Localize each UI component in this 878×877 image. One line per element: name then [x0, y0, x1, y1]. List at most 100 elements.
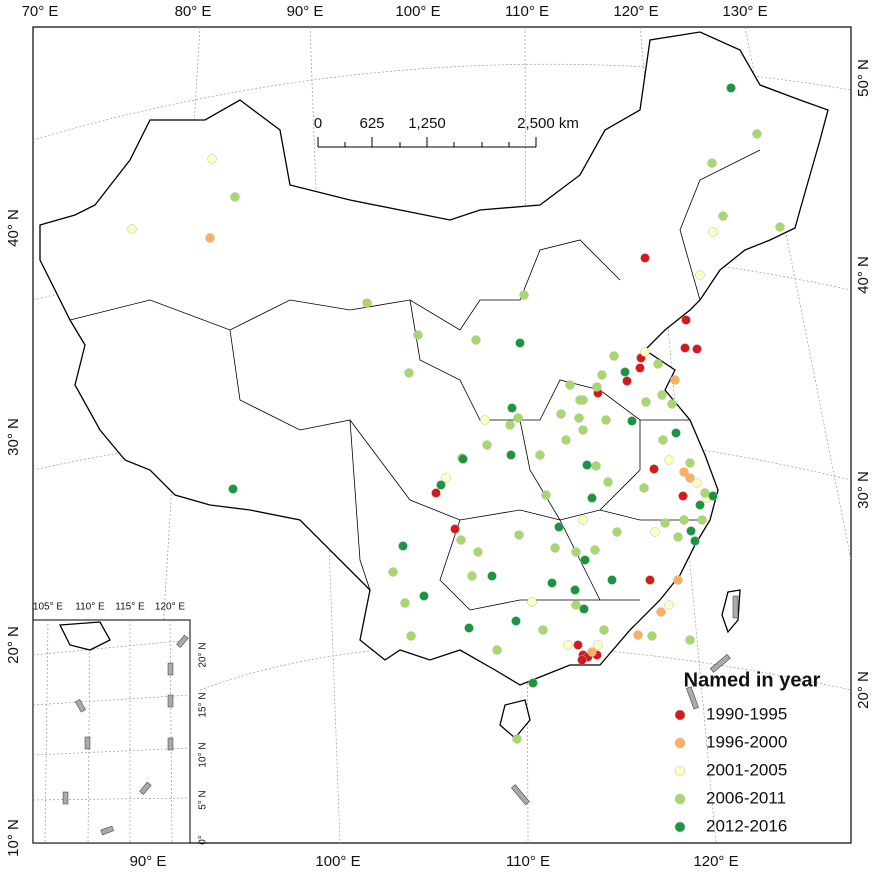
top-lon-label: 90° E: [287, 3, 324, 20]
inset-lat-label: 5° N: [198, 790, 209, 810]
site-point: [695, 500, 705, 510]
site-point: [467, 571, 477, 581]
site-point: [685, 635, 695, 645]
site-point: [404, 368, 414, 378]
hainan: [499, 699, 531, 739]
scale-label: 0: [314, 115, 322, 132]
site-point: [658, 435, 668, 445]
top-lon-label: 120° E: [613, 3, 658, 20]
site-point: [590, 545, 600, 555]
site-point: [579, 604, 589, 614]
site-point: [450, 524, 460, 534]
right-lat-label: 50° N: [855, 59, 872, 97]
site-point: [464, 623, 474, 633]
site-point: [653, 359, 663, 369]
left-lat-label: 40° N: [5, 209, 22, 247]
site-point: [645, 575, 655, 585]
site-point: [436, 480, 446, 490]
site-point: [681, 315, 691, 325]
site-point: [718, 211, 728, 221]
site-point: [593, 640, 603, 650]
site-point: [660, 518, 670, 528]
site-point: [573, 640, 583, 650]
right-lat-label: 40° N: [855, 256, 872, 294]
legend-label: 2001-2005: [706, 760, 787, 779]
site-point: [597, 370, 607, 380]
bottom-lon-label: 110° E: [506, 853, 550, 870]
province-borders: [69, 149, 761, 611]
right-lat-label: 30° N: [855, 471, 872, 509]
site-point: [575, 395, 585, 405]
site-point: [726, 83, 736, 93]
scale-label: 1,250: [408, 115, 446, 132]
site-point: [515, 338, 525, 348]
site-point: [205, 233, 215, 243]
scale-ticks: [317, 137, 537, 147]
site-point: [570, 585, 580, 595]
site-point: [635, 363, 645, 373]
site-point: [664, 600, 674, 610]
site-point: [228, 484, 238, 494]
site-point: [622, 376, 632, 386]
top-lon-label: 80° E: [175, 3, 212, 20]
legend-swatch: [674, 765, 686, 777]
site-point: [603, 477, 613, 487]
site-point: [680, 343, 690, 353]
site-point: [207, 154, 217, 164]
inset-lat-label: 0°: [198, 835, 209, 845]
site-point: [514, 530, 524, 540]
site-point: [678, 491, 688, 501]
site-point: [406, 631, 416, 641]
site-point: [708, 227, 718, 237]
legend-label: 1996-2000: [706, 732, 787, 751]
site-point: [609, 351, 619, 361]
site-point: [400, 598, 410, 608]
legend-swatch: [674, 737, 686, 749]
site-point: [607, 575, 617, 585]
site-point: [507, 403, 517, 413]
site-point: [556, 409, 566, 419]
site-point: [650, 527, 660, 537]
site-point: [571, 547, 581, 557]
site-point: [541, 490, 551, 500]
site-point: [640, 253, 650, 263]
inset-lon-label: 115° E: [115, 602, 145, 613]
site-point: [362, 298, 372, 308]
inset-lat-label: 20° N: [198, 642, 209, 667]
site-point: [692, 344, 702, 354]
site-point: [695, 270, 705, 280]
site-point: [649, 464, 659, 474]
site-point: [633, 630, 643, 640]
site-point: [612, 527, 622, 537]
site-point: [492, 645, 502, 655]
left-lat-label: 20° N: [5, 626, 22, 664]
legend-swatch: [674, 793, 686, 805]
site-point: [671, 428, 681, 438]
site-point: [708, 491, 718, 501]
site-point: [582, 460, 592, 470]
site-point: [640, 347, 650, 357]
site-point: [441, 473, 451, 483]
legend-swatch: [674, 709, 686, 721]
site-point: [580, 555, 590, 565]
inset-lat-label: 10° N: [198, 742, 209, 767]
site-point: [388, 567, 398, 577]
site-point: [592, 382, 602, 392]
site-point: [487, 571, 497, 581]
site-point: [670, 375, 680, 385]
site-point: [538, 625, 548, 635]
top-lon-label: 110° E: [505, 3, 549, 20]
scale-label: 625: [359, 115, 384, 132]
site-point: [752, 129, 762, 139]
site-point: [506, 450, 516, 460]
inset-lon-label: 120° E: [155, 602, 185, 613]
site-point: [656, 607, 666, 617]
site-point: [473, 547, 483, 557]
site-point: [641, 397, 651, 407]
top-lon-label: 130° E: [722, 3, 767, 20]
site-point: [561, 435, 571, 445]
site-point: [707, 158, 717, 168]
site-point: [230, 192, 240, 202]
site-point: [679, 515, 689, 525]
left-lat-label: 10° N: [5, 819, 22, 857]
